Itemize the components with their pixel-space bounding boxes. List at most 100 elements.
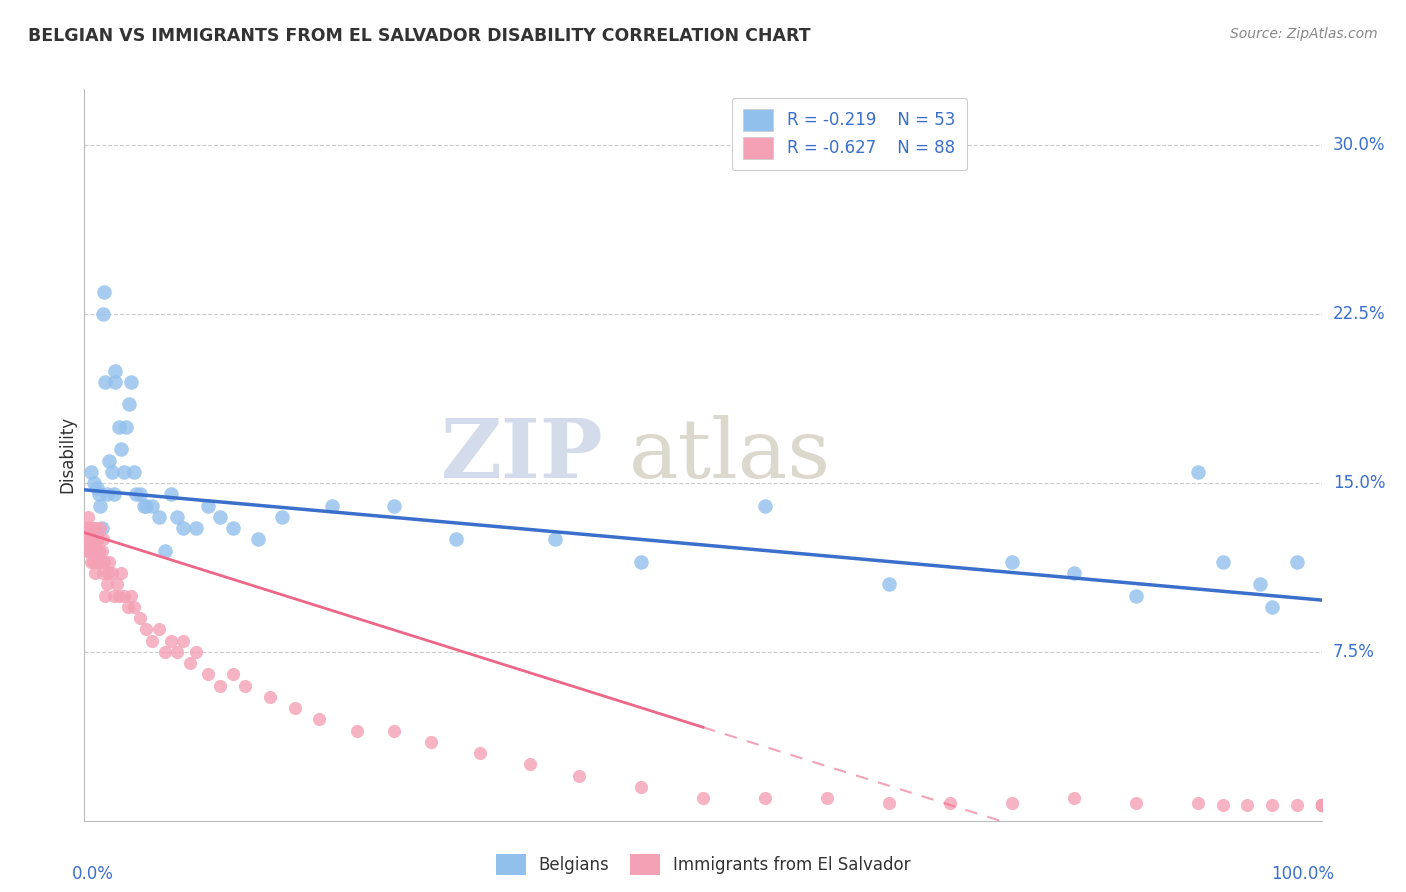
Point <box>89 499 111 513</box>
Point <box>104 375 127 389</box>
Point <box>1001 796 1024 810</box>
Point <box>568 769 591 783</box>
Point <box>91 566 114 580</box>
Point <box>543 533 565 547</box>
Point <box>141 633 163 648</box>
Point <box>209 679 232 693</box>
Legend: Belgians, Immigrants from El Salvador: Belgians, Immigrants from El Salvador <box>489 847 917 882</box>
Point <box>83 543 105 558</box>
Point <box>90 543 112 558</box>
Point <box>96 577 118 591</box>
Point <box>153 645 176 659</box>
Point <box>259 690 281 704</box>
Point <box>1310 797 1333 812</box>
Point <box>172 633 194 648</box>
Point <box>222 667 245 681</box>
Point <box>1261 797 1284 812</box>
Point <box>96 487 118 501</box>
Point <box>125 487 148 501</box>
Point <box>93 555 115 569</box>
Point <box>76 521 98 535</box>
Text: 22.5%: 22.5% <box>1333 305 1385 323</box>
Point <box>115 419 138 434</box>
Point <box>184 521 207 535</box>
Text: 15.0%: 15.0% <box>1333 474 1385 492</box>
Point <box>1187 796 1209 810</box>
Point <box>83 476 105 491</box>
Point <box>877 796 900 810</box>
Text: 0.0%: 0.0% <box>72 864 114 882</box>
Point <box>233 679 256 693</box>
Text: atlas: atlas <box>628 415 831 495</box>
Point <box>1285 797 1308 812</box>
Point <box>148 623 170 637</box>
Point <box>148 509 170 524</box>
Point <box>271 509 294 524</box>
Point <box>1125 589 1147 603</box>
Point <box>321 499 343 513</box>
Point <box>87 533 110 547</box>
Point <box>153 543 176 558</box>
Point <box>1310 797 1333 812</box>
Point <box>1125 796 1147 810</box>
Text: BELGIAN VS IMMIGRANTS FROM EL SALVADOR DISABILITY CORRELATION CHART: BELGIAN VS IMMIGRANTS FROM EL SALVADOR D… <box>28 27 811 45</box>
Point <box>83 533 105 547</box>
Point <box>89 521 111 535</box>
Point <box>79 555 101 569</box>
Point <box>197 499 219 513</box>
Point <box>103 589 125 603</box>
Point <box>86 481 108 495</box>
Point <box>172 521 194 535</box>
Point <box>82 555 104 569</box>
Point <box>1212 555 1234 569</box>
Point <box>98 555 121 569</box>
Point <box>117 599 139 614</box>
Point <box>86 533 108 547</box>
Point <box>179 656 201 670</box>
Point <box>84 521 107 535</box>
Point <box>284 701 307 715</box>
Point <box>86 543 108 558</box>
Point <box>209 509 232 524</box>
Text: Source: ZipAtlas.com: Source: ZipAtlas.com <box>1230 27 1378 41</box>
Point <box>419 735 441 749</box>
Point <box>82 521 104 535</box>
Point <box>1063 566 1085 580</box>
Point <box>112 589 135 603</box>
Point <box>1187 465 1209 479</box>
Point <box>104 363 127 377</box>
Point <box>135 623 157 637</box>
Point <box>110 566 132 580</box>
Point <box>160 487 183 501</box>
Point <box>75 533 97 547</box>
Y-axis label: Disability: Disability <box>58 417 76 493</box>
Point <box>132 499 155 513</box>
Point <box>118 397 141 411</box>
Point <box>91 307 114 321</box>
Point <box>79 521 101 535</box>
Point <box>160 633 183 648</box>
Point <box>1310 797 1333 812</box>
Point <box>184 645 207 659</box>
Point <box>105 577 128 591</box>
Point <box>692 791 714 805</box>
Point <box>877 577 900 591</box>
Point <box>129 611 152 625</box>
Point <box>166 509 188 524</box>
Point <box>1310 797 1333 812</box>
Point <box>100 566 122 580</box>
Point <box>122 465 145 479</box>
Point <box>122 599 145 614</box>
Point <box>108 589 131 603</box>
Point <box>100 465 122 479</box>
Point <box>382 723 405 738</box>
Point <box>246 533 269 547</box>
Point <box>77 509 100 524</box>
Point <box>89 487 111 501</box>
Point <box>470 746 492 760</box>
Point <box>630 555 652 569</box>
Point <box>754 499 776 513</box>
Point <box>120 589 142 603</box>
Point <box>94 375 117 389</box>
Point <box>103 487 125 501</box>
